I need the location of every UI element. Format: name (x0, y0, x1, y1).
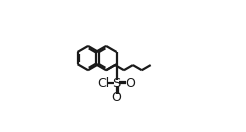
Text: O: O (125, 77, 135, 90)
Text: Cl: Cl (98, 77, 110, 90)
Text: S: S (112, 77, 121, 90)
Text: O: O (112, 91, 122, 104)
